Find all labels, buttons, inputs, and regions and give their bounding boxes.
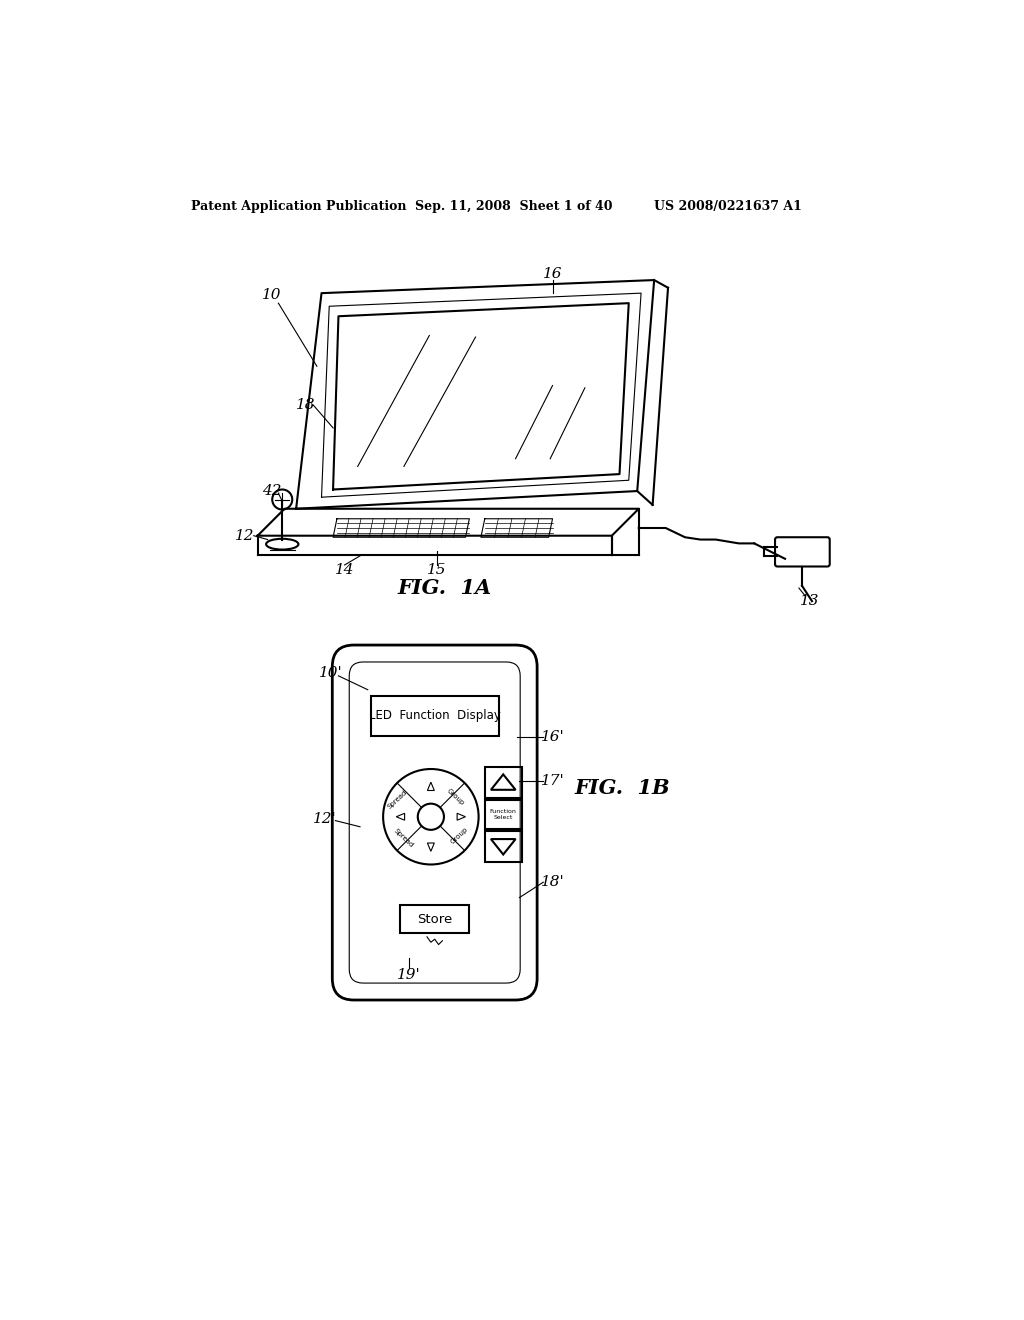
Text: Group: Group xyxy=(450,826,469,845)
Text: Group: Group xyxy=(445,787,465,807)
Text: 12': 12' xyxy=(312,812,337,826)
Bar xyxy=(484,767,521,797)
Text: 42: 42 xyxy=(262,484,282,498)
Bar xyxy=(484,832,521,862)
Text: 13: 13 xyxy=(800,594,819,609)
Text: 19': 19' xyxy=(397,968,421,982)
Text: Sep. 11, 2008  Sheet 1 of 40: Sep. 11, 2008 Sheet 1 of 40 xyxy=(416,199,613,213)
Text: 10': 10' xyxy=(318,665,343,680)
Text: 14: 14 xyxy=(335,564,354,577)
Text: 17': 17' xyxy=(541,774,564,788)
Text: Spread: Spread xyxy=(386,789,408,810)
Text: 12: 12 xyxy=(234,529,254,543)
Text: 18': 18' xyxy=(541,875,564,890)
Bar xyxy=(400,906,469,933)
Text: FIG.  1B: FIG. 1B xyxy=(574,779,670,799)
Text: Store: Store xyxy=(417,912,453,925)
Text: LED  Function  Display: LED Function Display xyxy=(369,709,501,722)
Text: Function
Select: Function Select xyxy=(489,809,517,820)
Text: 16: 16 xyxy=(543,267,562,281)
Text: Spread: Spread xyxy=(392,828,414,849)
Text: FIG.  1A: FIG. 1A xyxy=(397,578,492,598)
Text: 15: 15 xyxy=(427,564,446,577)
Text: Patent Application Publication: Patent Application Publication xyxy=(190,199,407,213)
Text: 16': 16' xyxy=(541,730,564,744)
Text: US 2008/0221637 A1: US 2008/0221637 A1 xyxy=(654,199,802,213)
Bar xyxy=(371,696,499,737)
Text: 18: 18 xyxy=(296,397,315,412)
Bar xyxy=(484,800,521,829)
Text: 10: 10 xyxy=(262,289,282,302)
